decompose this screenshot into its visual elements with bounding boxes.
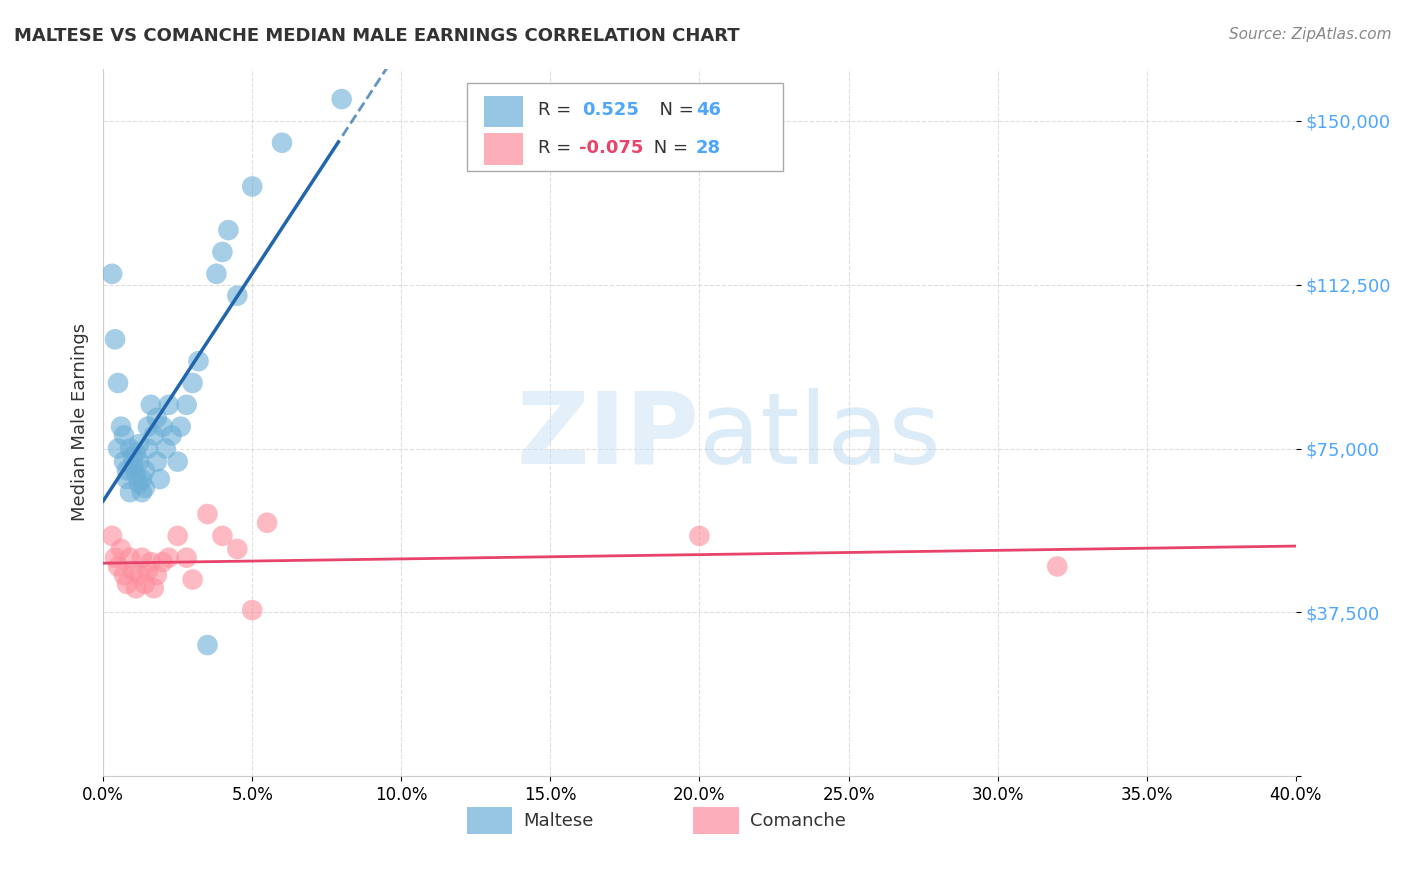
Point [131, 472, 153, 486]
Point [115, 463, 138, 477]
Y-axis label: Median Male Earnings: Median Male Earnings [72, 323, 89, 521]
Point [240, 603, 263, 617]
Point [226, 288, 249, 302]
Point [128, 454, 150, 468]
Point [125, 467, 148, 482]
Point [104, 332, 127, 346]
Point [128, 437, 150, 451]
Point [115, 472, 138, 486]
Text: atlas: atlas [699, 388, 941, 485]
Point [134, 577, 156, 591]
Point [136, 419, 159, 434]
Point [107, 376, 129, 390]
Point [122, 564, 145, 578]
Point [211, 244, 233, 259]
Point [146, 454, 169, 468]
Text: 46: 46 [696, 102, 721, 120]
FancyBboxPatch shape [693, 807, 738, 834]
Point [176, 398, 198, 412]
Point [142, 581, 165, 595]
FancyBboxPatch shape [467, 83, 783, 171]
Point [1046, 559, 1069, 574]
Point [205, 267, 228, 281]
FancyBboxPatch shape [484, 134, 523, 164]
Point [197, 507, 219, 521]
Point [139, 555, 162, 569]
Text: -0.075: -0.075 [579, 138, 644, 157]
Point [139, 398, 162, 412]
Point [112, 568, 135, 582]
Point [157, 550, 180, 565]
Point [211, 529, 233, 543]
Point [125, 581, 148, 595]
Point [146, 568, 169, 582]
Text: Maltese: Maltese [523, 812, 593, 830]
Point [142, 428, 165, 442]
Point [240, 179, 263, 194]
Text: MALTESE VS COMANCHE MEDIAN MALE EARNINGS CORRELATION CHART: MALTESE VS COMANCHE MEDIAN MALE EARNINGS… [14, 27, 740, 45]
Text: 0.525: 0.525 [582, 102, 640, 120]
Point [118, 442, 141, 456]
Point [181, 376, 204, 390]
Point [125, 446, 148, 460]
Point [187, 354, 209, 368]
Point [131, 550, 153, 565]
Text: N =: N = [648, 138, 695, 157]
Point [688, 529, 710, 543]
Point [118, 485, 141, 500]
Point [101, 267, 124, 281]
Point [197, 638, 219, 652]
Point [131, 485, 153, 500]
Point [149, 472, 172, 486]
Text: N =: N = [648, 102, 700, 120]
Text: ZIP: ZIP [516, 388, 699, 485]
Point [152, 419, 174, 434]
Point [112, 454, 135, 468]
Text: 28: 28 [696, 138, 721, 157]
Point [157, 398, 180, 412]
FancyBboxPatch shape [467, 807, 512, 834]
Point [101, 529, 124, 543]
Text: Source: ZipAtlas.com: Source: ZipAtlas.com [1229, 27, 1392, 42]
Point [104, 550, 127, 565]
Point [107, 559, 129, 574]
Point [166, 529, 188, 543]
Point [146, 411, 169, 425]
Point [110, 419, 132, 434]
Text: R =: R = [538, 138, 578, 157]
Point [226, 541, 249, 556]
Point [122, 450, 145, 465]
Point [152, 555, 174, 569]
Point [134, 481, 156, 495]
Point [217, 223, 239, 237]
Point [136, 442, 159, 456]
Point [128, 476, 150, 491]
Point [181, 573, 204, 587]
Point [134, 463, 156, 477]
Point [136, 564, 159, 578]
Point [122, 458, 145, 473]
Point [128, 568, 150, 582]
Point [115, 577, 138, 591]
FancyBboxPatch shape [484, 96, 523, 128]
Point [160, 428, 183, 442]
Point [155, 442, 177, 456]
Point [176, 550, 198, 565]
Point [107, 442, 129, 456]
Text: Comanche: Comanche [749, 812, 845, 830]
Point [256, 516, 278, 530]
Text: R =: R = [538, 102, 583, 120]
Point [169, 419, 191, 434]
Point [271, 136, 294, 150]
Point [330, 92, 353, 106]
Point [112, 428, 135, 442]
Point [110, 541, 132, 556]
Point [118, 550, 141, 565]
Point [166, 454, 188, 468]
